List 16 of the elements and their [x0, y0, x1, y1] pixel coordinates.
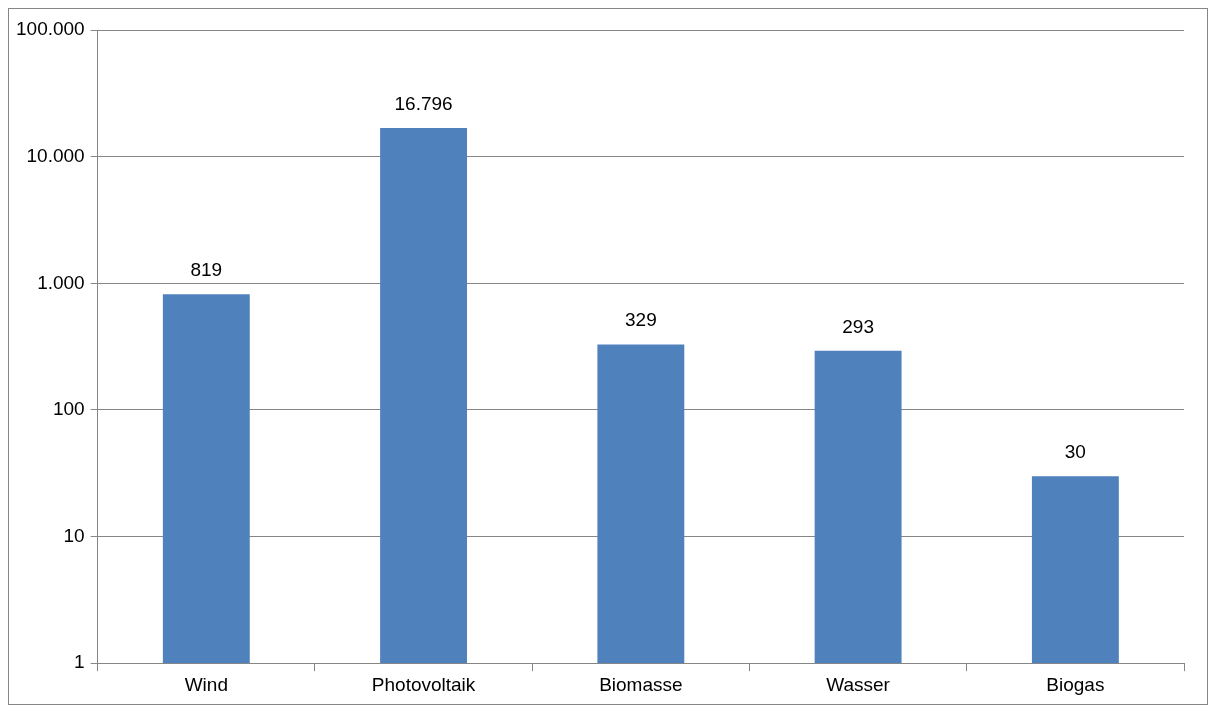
- data-label: 329: [624, 309, 657, 331]
- x-tick-label: Photovoltaik: [371, 673, 476, 695]
- y-tick-label: 10: [63, 524, 85, 546]
- y-tick-label: 1: [74, 651, 85, 673]
- data-label: 819: [190, 259, 223, 280]
- y-tick-label: 10.000: [26, 144, 85, 166]
- y-tick-label: 100.000: [15, 18, 85, 40]
- data-label: 293: [842, 315, 874, 337]
- x-tick-label: Biogas: [1046, 673, 1105, 695]
- y-tick-label: 100: [52, 398, 85, 420]
- x-tick-label: Wind: [184, 673, 228, 695]
- data-label: 30: [1064, 440, 1086, 462]
- data-label: 16.796: [394, 92, 453, 114]
- x-tick-label: Wasser: [826, 673, 891, 695]
- x-tick-label: Biomasse: [599, 673, 683, 695]
- y-tick-label: 1.000: [37, 271, 85, 293]
